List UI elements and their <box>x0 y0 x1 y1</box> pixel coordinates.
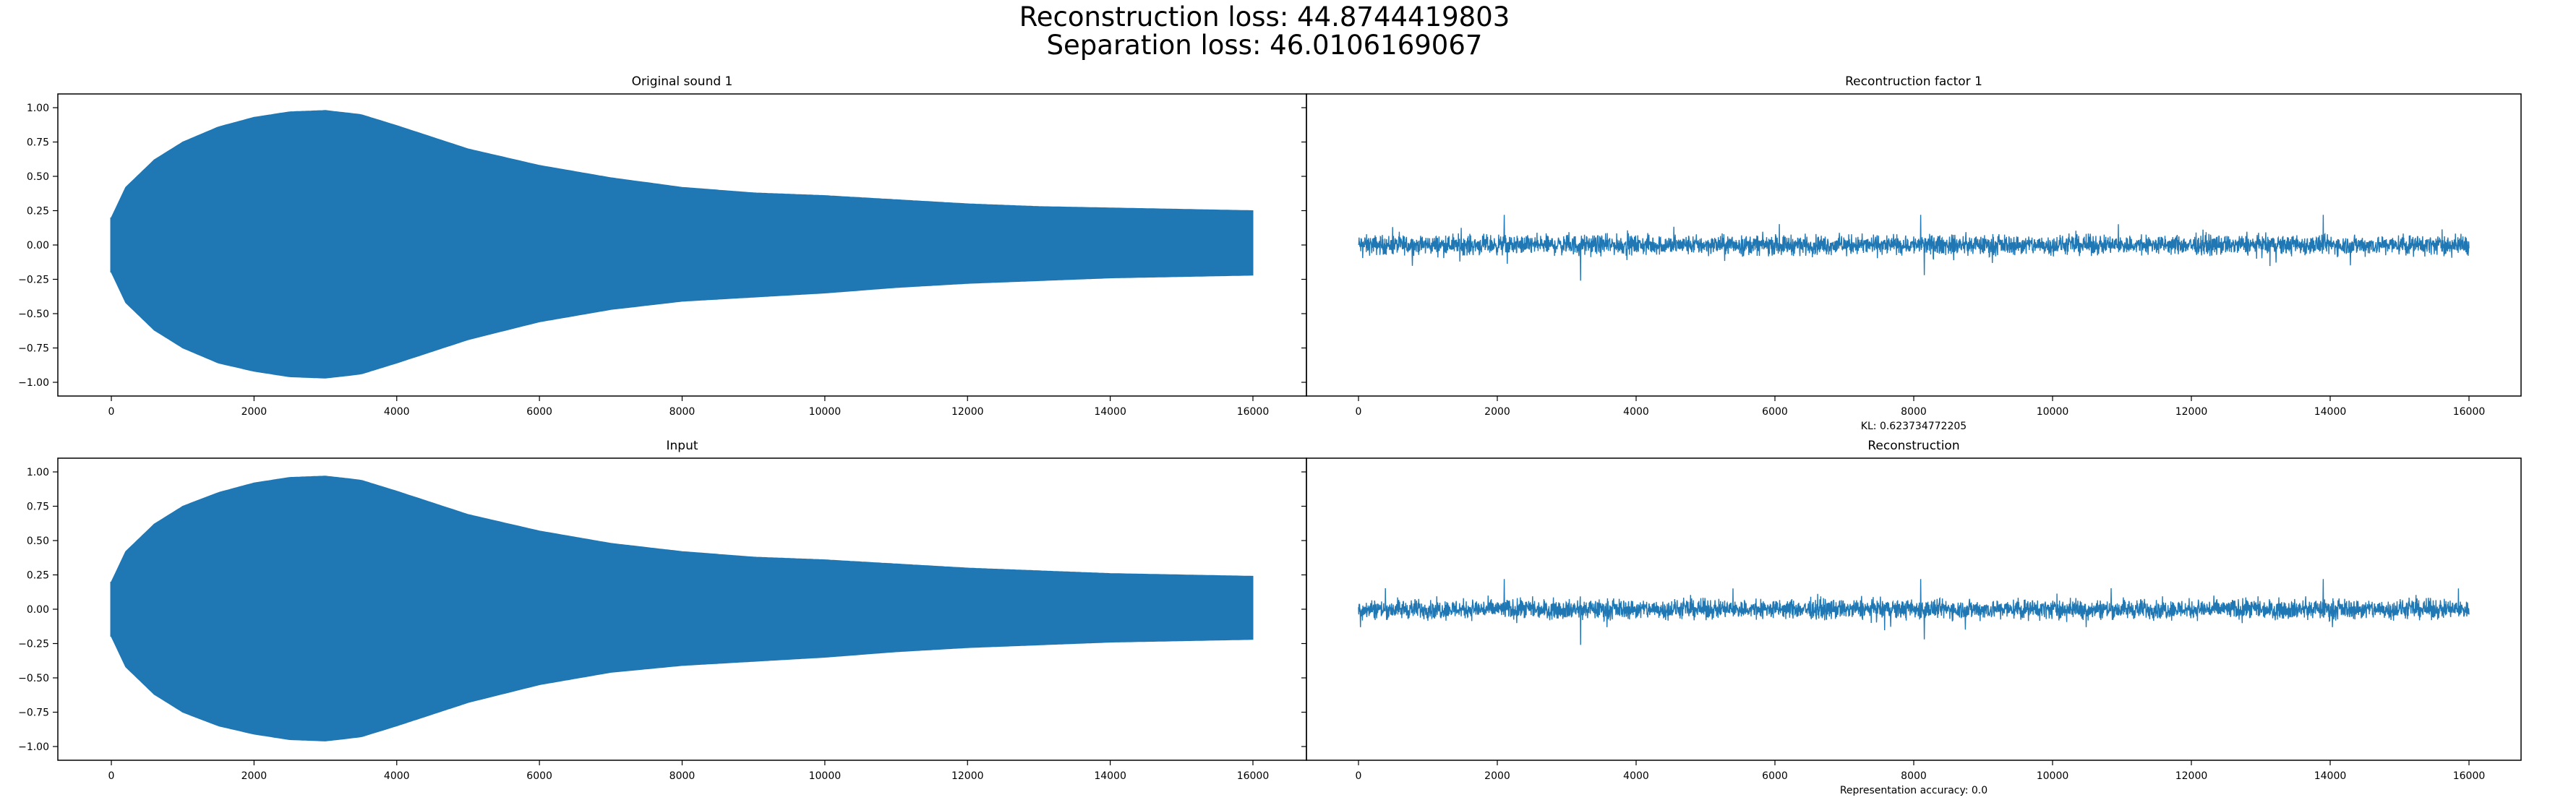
y-tick-label: 0.50 <box>27 536 49 547</box>
y-tick-label: 0.75 <box>27 137 49 149</box>
x-tick-label: 2000 <box>1484 770 1510 782</box>
x-tick-label: 2000 <box>1484 406 1510 418</box>
x-tick-label: 0 <box>108 406 115 418</box>
y-tick-label: −0.25 <box>18 639 49 650</box>
x-tick-label: 6000 <box>526 770 552 782</box>
x-tick-label: 0 <box>1356 406 1362 418</box>
subplot-1: Original sound 1 0 2000 4000 6000 8000 10000 12… <box>18 74 1307 418</box>
y-tick-label: 0.00 <box>27 604 49 616</box>
figure-title-line1: Reconstruction loss: 44.8744419803 <box>1019 1 1510 33</box>
x-tick-label: 8000 <box>1901 770 1927 782</box>
y-tick-label: 0.25 <box>27 206 49 218</box>
figure-title-line2: Separation loss: 46.0106169067 <box>1047 30 1483 61</box>
subplot-title: Recontruction factor 1 <box>1845 74 1982 89</box>
y-tick-label: 0.75 <box>27 502 49 513</box>
subplot-footer: Representation accuracy: 0.0 <box>1840 785 1987 796</box>
y-tick-label: −0.75 <box>18 343 49 355</box>
x-tick-label: 16000 <box>1237 406 1270 418</box>
x-tick-label: 6000 <box>526 406 552 418</box>
y-tick-label: 0.25 <box>27 570 49 582</box>
y-tick-label: 1.00 <box>27 103 49 114</box>
y-tick-label: 0.00 <box>27 240 49 251</box>
x-tick-label: 6000 <box>1762 406 1788 418</box>
x-tick-label: 4000 <box>384 770 410 782</box>
x-tick-label: 16000 <box>2453 770 2486 782</box>
x-tick-label: 10000 <box>2037 770 2069 782</box>
noise-series <box>1358 579 2470 645</box>
y-tick-label: −1.00 <box>18 377 49 389</box>
x-tick-label: 14000 <box>2314 770 2347 782</box>
x-tick-label: 4000 <box>1623 770 1649 782</box>
subplot-title: Reconstruction <box>1867 439 1959 453</box>
y-tick-label: −0.50 <box>18 673 49 684</box>
x-tick-label: 14000 <box>1094 406 1126 418</box>
subplot-2: Recontruction factor 1 0 2000 4000 6000 8000 1… <box>1301 74 2522 432</box>
x-tick-label: 2000 <box>241 406 268 418</box>
subplot-title: Input <box>666 439 698 453</box>
subplot-4: Reconstruction 0 2000 4000 6000 8000 10000 1200… <box>1301 439 2522 796</box>
x-tick-label: 14000 <box>2314 406 2347 418</box>
y-tick-label: 0.50 <box>27 171 49 183</box>
x-tick-label: 10000 <box>809 770 842 782</box>
x-tick-label: 0 <box>1356 770 1362 782</box>
x-tick-label: 8000 <box>669 406 696 418</box>
x-tick-label: 12000 <box>2175 770 2208 782</box>
y-tick-label: −0.25 <box>18 275 49 286</box>
y-tick-label: −1.00 <box>18 741 49 753</box>
x-tick-label: 4000 <box>384 406 410 418</box>
x-tick-label: 10000 <box>809 406 842 418</box>
x-tick-label: 8000 <box>669 770 696 782</box>
x-tick-label: 10000 <box>2037 406 2069 418</box>
x-tick-label: 12000 <box>951 770 984 782</box>
y-tick-label: 1.00 <box>27 467 49 478</box>
waveform-series <box>111 476 1254 741</box>
subplot-grid: Original sound 1 0 2000 4000 6000 8000 10000 12… <box>18 74 2522 796</box>
x-tick-label: 6000 <box>1762 770 1788 782</box>
x-tick-label: 0 <box>108 770 115 782</box>
subplot-title: Original sound 1 <box>632 74 733 89</box>
waveform-series <box>111 110 1254 379</box>
x-tick-label: 14000 <box>1094 770 1126 782</box>
y-tick-label: −0.50 <box>18 309 49 320</box>
subplot-footer: KL: 0.623734772205 <box>1861 421 1967 432</box>
x-tick-label: 2000 <box>241 770 268 782</box>
y-tick-label: −0.75 <box>18 707 49 719</box>
x-tick-label: 16000 <box>1237 770 1270 782</box>
x-tick-label: 8000 <box>1901 406 1927 418</box>
x-tick-label: 12000 <box>951 406 984 418</box>
x-tick-label: 12000 <box>2175 406 2208 418</box>
x-tick-label: 16000 <box>2453 406 2486 418</box>
noise-series <box>1358 215 2470 281</box>
x-tick-label: 4000 <box>1623 406 1649 418</box>
